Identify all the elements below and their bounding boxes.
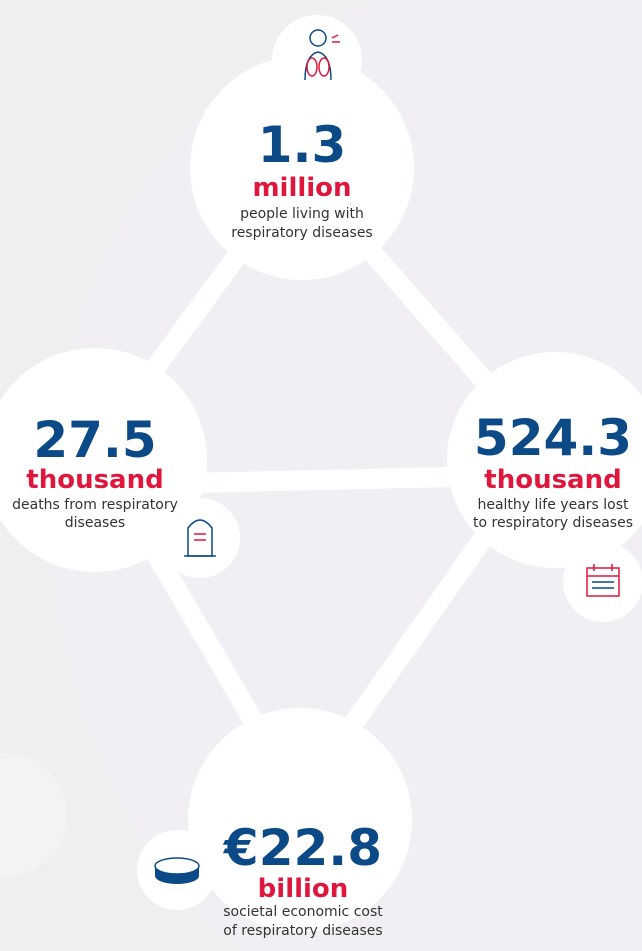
value: €22.8 (223, 819, 382, 877)
description: societal economic cost (223, 904, 383, 920)
value: 27.5 (33, 411, 156, 469)
unit: thousand (26, 465, 163, 495)
description: healthy life years lost (477, 497, 629, 513)
value: 1.3 (258, 116, 347, 174)
value: 524.3 (474, 409, 632, 467)
icon-tombstone (184, 519, 216, 557)
unit: million (252, 173, 351, 203)
node-circles (0, 15, 642, 932)
unit: billion (258, 874, 349, 904)
icon-lungs (304, 29, 340, 81)
description: of respiratory diseases (223, 923, 382, 939)
icon-calendar (586, 564, 620, 597)
description: diseases (65, 515, 125, 531)
decor-circle (0, 753, 67, 877)
description: respiratory diseases (231, 225, 372, 241)
description: deaths from respiratory (12, 497, 178, 513)
description: people living with (240, 206, 364, 222)
description: to respiratory diseases (473, 515, 633, 531)
unit: thousand (484, 465, 621, 495)
icon-coin (154, 857, 200, 884)
